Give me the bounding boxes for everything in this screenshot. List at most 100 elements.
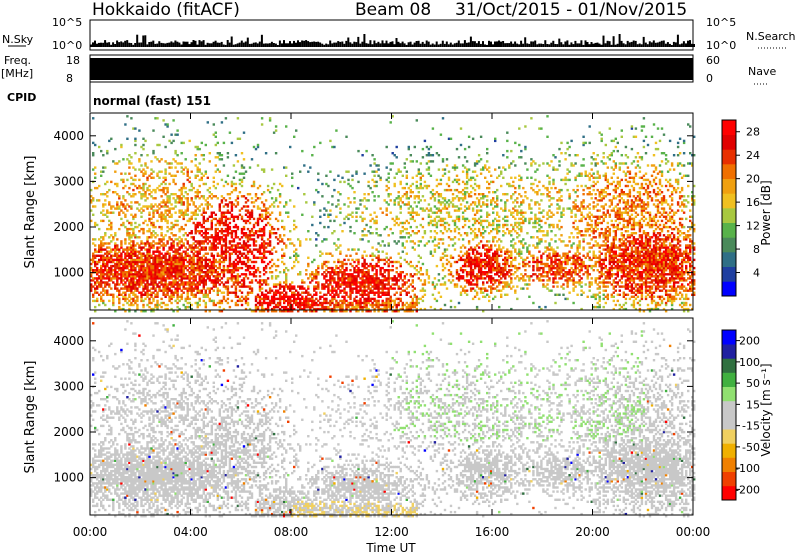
power-cell	[134, 244, 137, 247]
power-cell	[150, 281, 153, 284]
power-cell	[375, 273, 378, 276]
power-cell	[204, 262, 208, 266]
power-cell	[341, 277, 344, 280]
power-cell	[252, 264, 256, 268]
power-cell	[339, 252, 342, 255]
power-cell	[120, 143, 123, 147]
power-cell	[325, 182, 328, 186]
power-cell	[260, 256, 264, 259]
power-cell	[208, 227, 212, 231]
power-cell	[202, 271, 206, 274]
power-cell	[327, 301, 330, 305]
power-cell	[140, 279, 143, 282]
power-cell	[210, 252, 214, 255]
power-cell	[100, 281, 103, 284]
power-cell	[359, 277, 362, 280]
power-cell	[319, 254, 322, 257]
power-cell	[134, 262, 137, 266]
power-cell	[140, 293, 143, 296]
power-cell	[124, 277, 127, 280]
power-cell	[331, 285, 334, 288]
power-cell	[202, 299, 206, 303]
power-cell	[152, 262, 155, 266]
power-cell	[246, 236, 250, 239]
power-cell	[212, 254, 216, 257]
power-cell	[355, 170, 358, 173]
power-cell	[182, 217, 185, 221]
power-cell	[401, 305, 405, 309]
nsky-bar	[92, 42, 94, 47]
power-cell	[321, 287, 324, 290]
power-cell	[166, 230, 169, 233]
power-cell	[214, 234, 218, 237]
power-cell	[230, 240, 234, 243]
power-cell	[202, 258, 206, 262]
power-cell	[182, 277, 185, 280]
power-cell	[176, 289, 179, 292]
power-cell	[415, 303, 419, 307]
power-cell	[120, 209, 123, 212]
power-cell	[256, 234, 260, 237]
power-cell	[116, 266, 119, 270]
power-cell	[126, 254, 129, 257]
power-cell	[291, 242, 294, 245]
power-cell	[100, 291, 103, 294]
power-cell	[250, 281, 254, 284]
power-cell	[375, 264, 378, 268]
power-cell	[204, 258, 208, 262]
power-cell	[329, 289, 332, 292]
power-cell	[194, 266, 197, 270]
power-cell	[178, 258, 181, 262]
power-cell	[285, 293, 288, 296]
power-cell	[220, 211, 224, 214]
power-cell	[367, 301, 370, 305]
power-cell	[327, 289, 330, 292]
power-cell	[116, 248, 119, 251]
power-cell	[260, 219, 264, 223]
power-cell	[200, 178, 204, 182]
power-cell	[108, 219, 111, 223]
power-cell	[427, 281, 431, 284]
power-cell	[174, 289, 177, 292]
power-cell	[216, 234, 220, 237]
power-cell	[164, 205, 167, 208]
power-cell	[337, 271, 340, 274]
power-cell	[116, 203, 119, 206]
power-cell	[325, 209, 328, 212]
power-cell	[158, 143, 161, 147]
power-cell	[148, 277, 151, 280]
power-cell	[148, 293, 151, 296]
power-cell	[142, 305, 145, 309]
power-cell	[369, 297, 372, 301]
power-cell	[359, 271, 362, 274]
power-cell	[212, 266, 216, 270]
power-cell	[130, 248, 133, 251]
power-cell	[156, 205, 159, 208]
power-cell	[287, 297, 290, 301]
power-cell	[260, 213, 264, 216]
power-cell	[142, 246, 145, 249]
power-cell	[218, 301, 222, 305]
power-cell	[427, 166, 431, 169]
power-cell	[367, 269, 370, 272]
power-cell	[130, 301, 133, 305]
power-cell	[387, 176, 390, 179]
power-cell	[234, 289, 238, 292]
power-cell	[158, 289, 161, 292]
power-cell	[136, 297, 139, 301]
nsky-bar	[162, 43, 165, 47]
power-cell	[272, 301, 276, 305]
power-cell	[347, 285, 350, 288]
nsky-bar	[126, 40, 129, 47]
power-cell	[240, 262, 244, 266]
power-cell	[228, 248, 232, 251]
power-cell	[144, 256, 147, 259]
power-cell	[371, 258, 374, 262]
power-cell	[437, 246, 441, 249]
power-cell	[144, 258, 147, 262]
power-cell	[160, 195, 163, 198]
power-cell	[389, 277, 392, 280]
power-cell	[148, 193, 151, 196]
power-cell	[391, 217, 394, 221]
power-cell	[254, 221, 258, 225]
